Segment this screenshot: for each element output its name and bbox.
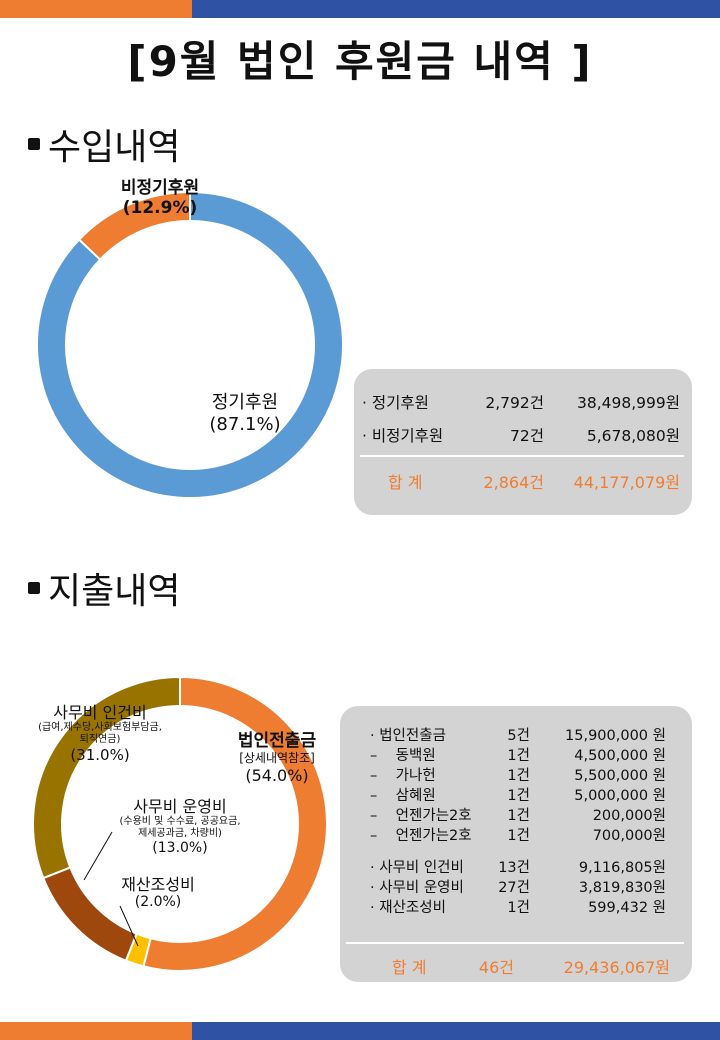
bullet-icon bbox=[28, 138, 40, 150]
corporate-pct: (54.0%) bbox=[245, 765, 309, 785]
expense-label-corporate: 법인전출금 [상세내역참조] (54.0%) bbox=[222, 731, 332, 785]
income-row-regular: · 정기후원 2,792건 38,498,999원 bbox=[362, 391, 680, 413]
top-bar-blue bbox=[192, 0, 720, 18]
bottom-bar-blue bbox=[192, 1022, 720, 1040]
row-count: 1건 bbox=[507, 748, 530, 764]
row-amount: 599,432 원 bbox=[588, 900, 666, 916]
row-count: 1건 bbox=[507, 788, 530, 804]
bullet-icon bbox=[28, 582, 40, 594]
row-label: – 삼혜원 bbox=[370, 788, 436, 804]
operation-pct: (13.0%) bbox=[152, 840, 208, 857]
irregular-name: 비정기후원 bbox=[120, 178, 200, 198]
row-label: · 정기후원 bbox=[362, 394, 429, 412]
income-section-heading: 수입내역 bbox=[28, 118, 180, 170]
expense-row: – 동백원 1건 4,500,000 원 bbox=[370, 744, 670, 765]
labor-sub2: 퇴직연금) bbox=[79, 734, 121, 746]
income-summary-box: · 정기후원 2,792건 38,498,999원 · 비정기후원 72건 5,… bbox=[354, 369, 692, 515]
expense-summary-box: · 법인전출금 5건 15,900,000 원 – 동백원 1건 4,500,000 원 –… bbox=[340, 706, 692, 982]
income-row-irregular: · 비정기후원 72건 5,678,080원 bbox=[362, 424, 680, 446]
expense-row: · 사무비 인건비 13건 9,116,805원 bbox=[370, 856, 670, 877]
row-amount: 15,900,000 원 bbox=[565, 728, 666, 744]
donut-slice-3 bbox=[32, 675, 181, 880]
expense-label-property: 재산조성비 (2.0%) bbox=[108, 875, 208, 911]
bottom-color-bar bbox=[0, 1022, 720, 1040]
expense-donut-chart bbox=[32, 675, 328, 972]
labor-pct: (31.0%) bbox=[70, 746, 130, 765]
expense-label-labor: 사무비 인건비 (급여,제수당,사회보험부담금, 퇴직연금) (31.0%) bbox=[20, 703, 180, 764]
row-amount: 200,000원 bbox=[592, 808, 666, 824]
donut-slice-0 bbox=[142, 675, 328, 972]
row-label: – 동백원 bbox=[370, 748, 436, 764]
total-label: 합 계 bbox=[392, 958, 427, 977]
income-section-title: 수입내역 bbox=[48, 127, 181, 168]
property-leader-line bbox=[119, 905, 139, 947]
row-amount: 4,500,000 원 bbox=[574, 748, 666, 764]
row-amount: 38,498,999원 bbox=[576, 394, 680, 412]
irregular-pct: (12.9%) bbox=[122, 198, 198, 219]
row-count: 1건 bbox=[507, 828, 530, 844]
operation-sub1: (수용비 및 수수료, 공공요금, bbox=[119, 816, 241, 828]
expense-row: · 사무비 운영비 27건 3,819,830원 bbox=[370, 876, 670, 897]
row-label: · 재산조성비 bbox=[370, 900, 446, 916]
row-label: – 가나헌 bbox=[370, 768, 436, 784]
corporate-name: 법인전출금 bbox=[237, 731, 317, 751]
total-count: 2,864건 bbox=[483, 473, 544, 492]
corporate-sub: [상세내역참조] bbox=[239, 751, 315, 766]
operation-leader-line bbox=[83, 831, 113, 881]
row-label: · 사무비 운영비 bbox=[370, 880, 464, 896]
income-divider bbox=[360, 455, 684, 457]
property-pct: (2.0%) bbox=[134, 894, 182, 911]
row-count: 2,792건 bbox=[485, 394, 544, 412]
row-amount: 3,819,830원 bbox=[578, 880, 666, 896]
row-amount: 700,000원 bbox=[592, 828, 666, 844]
top-bar-orange bbox=[0, 0, 192, 18]
row-label: · 법인전출금 bbox=[370, 728, 446, 744]
row-count: 1건 bbox=[507, 900, 530, 916]
operation-sub2: 제세공과금, 차량비) bbox=[138, 828, 222, 840]
row-label: · 사무비 인건비 bbox=[370, 860, 464, 876]
total-count: 46건 bbox=[478, 958, 514, 977]
expense-section-title: 지출내역 bbox=[48, 571, 181, 612]
labor-name: 사무비 인건비 bbox=[53, 703, 147, 722]
row-count: 1건 bbox=[507, 808, 530, 824]
income-label-regular: 정기후원 (87.1%) bbox=[190, 392, 300, 435]
top-color-bar bbox=[0, 0, 720, 18]
expense-divider bbox=[346, 942, 684, 944]
row-label: · 비정기후원 bbox=[362, 427, 444, 445]
total-label: 합 계 bbox=[388, 473, 423, 492]
row-label: – 언젠가는2호 bbox=[370, 808, 472, 824]
income-donut-chart bbox=[36, 190, 344, 499]
row-count: 72건 bbox=[510, 427, 544, 445]
total-amount: 29,436,067원 bbox=[563, 958, 670, 977]
total-amount: 44,177,079원 bbox=[573, 473, 680, 492]
row-count: 27건 bbox=[498, 880, 530, 896]
row-count: 5건 bbox=[507, 728, 530, 744]
operation-name: 사무비 운영비 bbox=[133, 797, 227, 816]
donut-slice-0 bbox=[36, 190, 344, 499]
expense-row: · 재산조성비 1건 599,432 원 bbox=[370, 896, 670, 917]
row-amount: 9,116,805원 bbox=[578, 860, 666, 876]
labor-sub1: (급여,제수당,사회보험부담금, bbox=[38, 722, 162, 734]
regular-name: 정기후원 bbox=[211, 392, 279, 413]
row-count: 1건 bbox=[507, 768, 530, 784]
expense-row: · 법인전출금 5건 15,900,000 원 bbox=[370, 724, 670, 745]
bottom-bar-orange bbox=[0, 1022, 192, 1040]
expense-section-heading: 지출내역 bbox=[28, 562, 180, 614]
row-label: – 언젠가는2호 bbox=[370, 828, 472, 844]
expense-label-operation: 사무비 운영비 (수용비 및 수수료, 공공요금, 제세공과금, 차량비) (1… bbox=[100, 797, 260, 857]
row-amount: 5,678,080원 bbox=[586, 427, 680, 445]
income-label-irregular: 비정기후원 (12.9%) bbox=[100, 178, 220, 219]
page-title: [9월 법인 후원금 내역 ] bbox=[127, 37, 593, 86]
row-amount: 5,500,000 원 bbox=[574, 768, 666, 784]
regular-pct: (87.1%) bbox=[209, 413, 281, 435]
row-amount: 5,000,000 원 bbox=[574, 788, 666, 804]
expense-row: – 언젠가는2호 1건 200,000원 bbox=[370, 804, 670, 825]
donut-slice-1 bbox=[77, 190, 191, 261]
property-name: 재산조성비 bbox=[121, 875, 195, 894]
expense-row: – 삼혜원 1건 5,000,000 원 bbox=[370, 784, 670, 805]
expense-row: – 언젠가는2호 1건 700,000원 bbox=[370, 824, 670, 845]
row-count: 13건 bbox=[498, 860, 530, 876]
expense-row: – 가나헌 1건 5,500,000 원 bbox=[370, 764, 670, 785]
